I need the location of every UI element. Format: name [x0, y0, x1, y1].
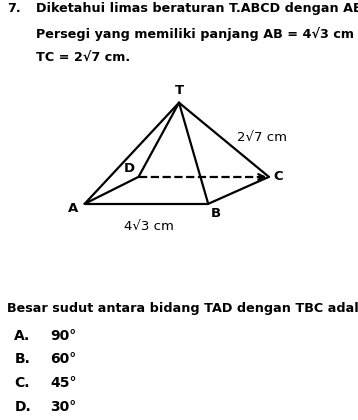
Text: B: B	[211, 207, 221, 220]
Text: 4√3 cm: 4√3 cm	[124, 220, 174, 233]
Text: 60°: 60°	[50, 352, 76, 366]
Text: B.: B.	[14, 352, 30, 366]
Text: D: D	[124, 162, 135, 175]
Text: C: C	[274, 171, 283, 184]
Text: T: T	[174, 84, 184, 97]
Text: 2√7 cm: 2√7 cm	[237, 131, 287, 144]
Text: C.: C.	[14, 376, 30, 390]
Text: Besar sudut antara bidang TAD dengan TBC adalah ...: Besar sudut antara bidang TAD dengan TBC…	[7, 302, 358, 315]
Text: 90°: 90°	[50, 328, 76, 343]
Text: 30°: 30°	[50, 400, 76, 414]
Text: A: A	[68, 202, 78, 215]
Text: Diketahui limas beraturan T.ABCD dengan ABCD adalah: Diketahui limas beraturan T.ABCD dengan …	[36, 2, 358, 15]
Text: 7.: 7.	[7, 2, 21, 15]
Text: TC = 2√7 cm.: TC = 2√7 cm.	[36, 52, 130, 65]
Text: D.: D.	[14, 400, 31, 414]
Text: 45°: 45°	[50, 376, 77, 390]
Text: Persegi yang memiliki panjang AB = 4√3 cm dan: Persegi yang memiliki panjang AB = 4√3 c…	[36, 27, 358, 41]
Text: A.: A.	[14, 328, 30, 343]
